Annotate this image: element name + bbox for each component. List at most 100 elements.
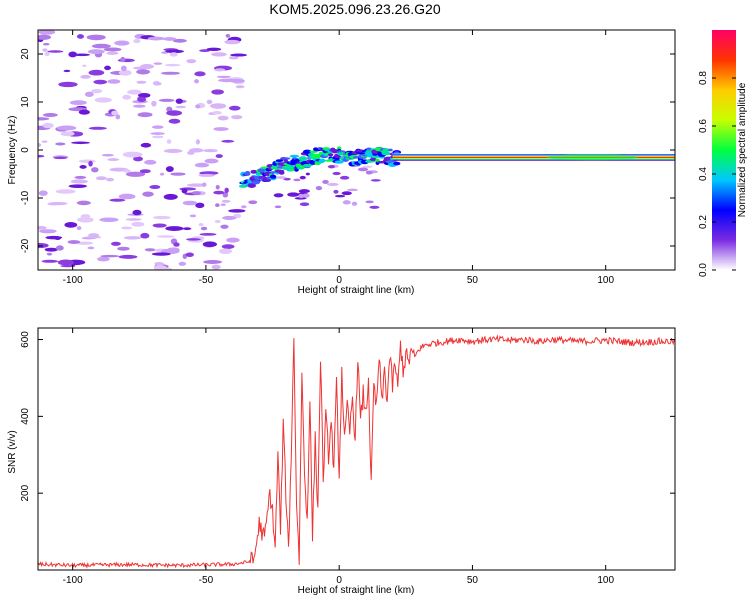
noise-blob (133, 66, 149, 70)
noise-blob (137, 112, 153, 118)
colorbar-tick-label: 0.2 (698, 215, 709, 229)
noise-blob (210, 103, 227, 109)
signal-blob (269, 174, 277, 179)
noise-blob (152, 135, 164, 139)
noise-blob (283, 177, 291, 181)
noise-blob (151, 100, 157, 107)
noise-blob (91, 88, 103, 94)
noise-blob (166, 110, 183, 116)
noise-blob (224, 187, 229, 194)
noise-blob (78, 109, 90, 115)
noise-blob (217, 115, 229, 121)
signal-blob (275, 159, 284, 163)
noise-blob (63, 69, 71, 73)
noise-blob (77, 217, 94, 223)
snr-y-ticks: 200 400 600 (20, 331, 675, 502)
x-tick-label: -100 (63, 275, 83, 286)
signal-blob (370, 155, 380, 159)
noise-blob (186, 238, 201, 241)
noise-blob (195, 139, 200, 145)
noise-blob (64, 222, 78, 228)
snr-series-line (38, 334, 675, 569)
noise-blob (74, 175, 87, 179)
noise-blob (172, 38, 187, 43)
noise-blob (60, 264, 75, 268)
signal-blob (250, 169, 258, 174)
noise-blob (370, 179, 381, 182)
noise-blob (153, 215, 171, 220)
signal-blob (289, 154, 300, 158)
signal-blob (278, 170, 285, 175)
noise-blob (186, 59, 197, 64)
noise-blob (351, 201, 358, 206)
noise-blob (147, 36, 165, 41)
noise-blob (42, 48, 48, 52)
noise-blob (111, 110, 119, 116)
noise-blob (166, 139, 172, 144)
noise-blob (228, 105, 241, 111)
signal-blob (247, 183, 257, 188)
noise-blob (122, 169, 132, 173)
signal-band-stripe (392, 159, 675, 161)
noise-blob (86, 34, 106, 41)
spectrogram-signal (238, 146, 675, 188)
noise-blob (362, 165, 373, 169)
noise-blob (80, 74, 91, 79)
noise-blob (140, 232, 150, 239)
noise-blob (153, 82, 162, 86)
noise-blob (44, 51, 50, 57)
noise-blob (79, 165, 87, 169)
noise-blob (248, 200, 258, 205)
spectrogram-x-ticks: -100 -50 0 50 100 (63, 30, 614, 286)
noise-blob (175, 105, 187, 109)
noise-blob (118, 193, 136, 200)
noise-blob (68, 51, 78, 58)
noise-blob (274, 205, 282, 209)
noise-blob (144, 248, 156, 252)
noise-blob (204, 158, 219, 164)
noise-blob (118, 254, 138, 259)
noise-blob (106, 177, 114, 182)
noise-blob (91, 167, 99, 173)
noise-blob (133, 156, 143, 162)
signal-blob (393, 161, 401, 166)
noise-blob (165, 49, 184, 54)
noise-blob (305, 172, 310, 176)
noise-blob (163, 193, 178, 200)
noise-blob (152, 223, 167, 228)
noise-blob (144, 159, 157, 165)
colorbar-tick-label: 0.4 (698, 167, 709, 181)
noise-blob (347, 188, 359, 192)
signal-band-stripe (392, 158, 675, 159)
noise-blob (273, 193, 284, 198)
noise-blob (118, 69, 132, 76)
signal-band-stripe (392, 154, 675, 156)
noise-blob (101, 153, 114, 157)
noise-blob (122, 151, 143, 158)
signal-blob (387, 148, 393, 152)
noise-blob (221, 139, 235, 143)
noise-blob (44, 247, 58, 252)
noise-blob (124, 236, 142, 240)
noise-blob (293, 178, 301, 182)
signal-blob (327, 153, 334, 157)
noise-blob (160, 71, 181, 75)
noise-blob (150, 132, 165, 135)
noise-blob (198, 173, 215, 177)
spectrogram-x-label: Height of straight line (km) (298, 285, 415, 296)
noise-blob (159, 267, 172, 270)
x-tick-label: 0 (336, 575, 342, 586)
signal-blob (294, 167, 299, 172)
colorbar-label: Normalized spectral amplitude (737, 82, 748, 217)
noise-blob (94, 97, 112, 103)
noise-blob (38, 154, 45, 158)
signal-band-stripe (392, 156, 675, 158)
noise-blob (133, 38, 141, 44)
noise-blob (194, 162, 210, 168)
noise-blob (69, 100, 87, 106)
noise-blob (56, 125, 77, 131)
noise-blob (46, 252, 53, 256)
noise-blob (88, 69, 105, 76)
